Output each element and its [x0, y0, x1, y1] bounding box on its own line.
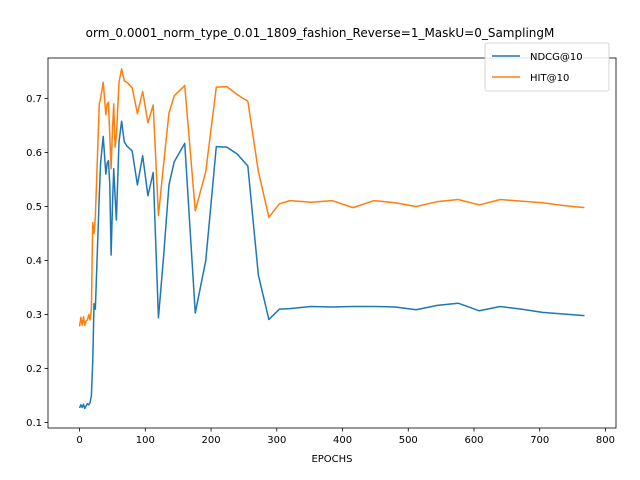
y-axis-ticks: 0.1 0.2 0.3 0.4 0.5 0.6 0.7 — [26, 94, 48, 429]
y-tick-label: 0.3 — [26, 310, 42, 321]
x-tick-label: 600 — [464, 435, 483, 446]
legend-label-hit: HIT@10 — [530, 73, 569, 84]
plot-frame — [47, 57, 617, 429]
series-line-ndcg-10 — [78, 120, 585, 410]
x-tick-label: 100 — [136, 435, 155, 446]
y-tick-label: 0.6 — [26, 148, 42, 159]
y-tick-label: 0.4 — [26, 256, 42, 267]
x-tick-label: 200 — [201, 435, 220, 446]
legend: NDCG@10 HIT@10 — [484, 42, 610, 92]
y-tick-label: 0.2 — [26, 364, 42, 375]
legend-label-ndcg: NDCG@10 — [530, 52, 583, 63]
x-tick-label: 500 — [399, 435, 418, 446]
x-tick-label: 300 — [267, 435, 286, 446]
x-tick-label: 800 — [596, 435, 615, 446]
x-tick-label: 0 — [76, 435, 82, 446]
x-tick-label: 700 — [530, 435, 549, 446]
y-tick-label: 0.5 — [26, 202, 42, 213]
x-axis-title: EPOCHS — [311, 454, 352, 465]
x-tick-label: 400 — [333, 435, 352, 446]
plot-area — [48, 58, 616, 428]
legend-box — [484, 42, 610, 92]
y-tick-label: 0.7 — [26, 94, 42, 105]
series-line-hit-10 — [78, 68, 585, 327]
x-axis-ticks: 0 100 200 300 400 500 600 700 800 — [76, 428, 615, 446]
chart-title: orm_0.0001_norm_type_0.01_1809_fashion_R… — [86, 26, 555, 40]
y-tick-label: 0.1 — [26, 418, 42, 429]
series-layer — [78, 68, 585, 410]
